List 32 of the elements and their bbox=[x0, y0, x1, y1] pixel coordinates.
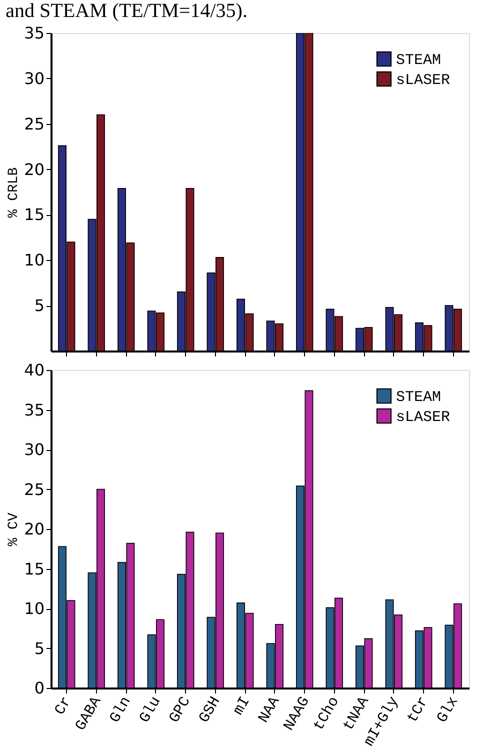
y-axis-title: % CRLB bbox=[6, 167, 22, 218]
y-tick-label: 10 bbox=[24, 599, 44, 618]
y-tick-label: 20 bbox=[24, 160, 44, 179]
x-tick-label: Cr bbox=[52, 694, 76, 718]
x-tick-label: tCr bbox=[404, 694, 432, 726]
x-tick-label: NAA bbox=[255, 694, 284, 726]
y-tick-label: 25 bbox=[24, 480, 44, 499]
y-tick-label: 5 bbox=[34, 296, 44, 316]
y-tick-label: 30 bbox=[24, 440, 44, 459]
y-tick-label: 40 bbox=[24, 360, 44, 380]
x-tick-label: GSH bbox=[196, 694, 224, 726]
y-tick-label: 15 bbox=[24, 559, 44, 578]
y-tick-label: 20 bbox=[24, 520, 44, 538]
x-tick-label: Glu bbox=[136, 694, 165, 726]
x-tick-label: mI bbox=[230, 694, 254, 718]
legend-label: STEAM bbox=[396, 52, 442, 69]
y-tick-label: 0 bbox=[34, 678, 44, 698]
y-tick-label: 25 bbox=[24, 114, 44, 134]
y-tick-label: 5 bbox=[34, 638, 44, 658]
y-tick-label: 30 bbox=[24, 68, 44, 88]
y-tick-label: 35 bbox=[24, 24, 44, 42]
y-tick-label: 35 bbox=[24, 400, 44, 420]
x-tick-label: GPC bbox=[166, 694, 194, 726]
legend-label: sLASER bbox=[396, 409, 450, 426]
y-tick-label: 15 bbox=[24, 205, 44, 224]
x-tick-label: Gln bbox=[106, 694, 135, 726]
y-axis-title: % CV bbox=[6, 512, 22, 546]
y-tick-label: 10 bbox=[24, 250, 44, 270]
legend-label: STEAM bbox=[396, 389, 442, 406]
legend-label: sLASER bbox=[396, 72, 450, 89]
x-tick-label: Glx bbox=[434, 694, 462, 726]
chart-title: and STEAM (TE/TM=14/35). bbox=[6, 0, 248, 22]
